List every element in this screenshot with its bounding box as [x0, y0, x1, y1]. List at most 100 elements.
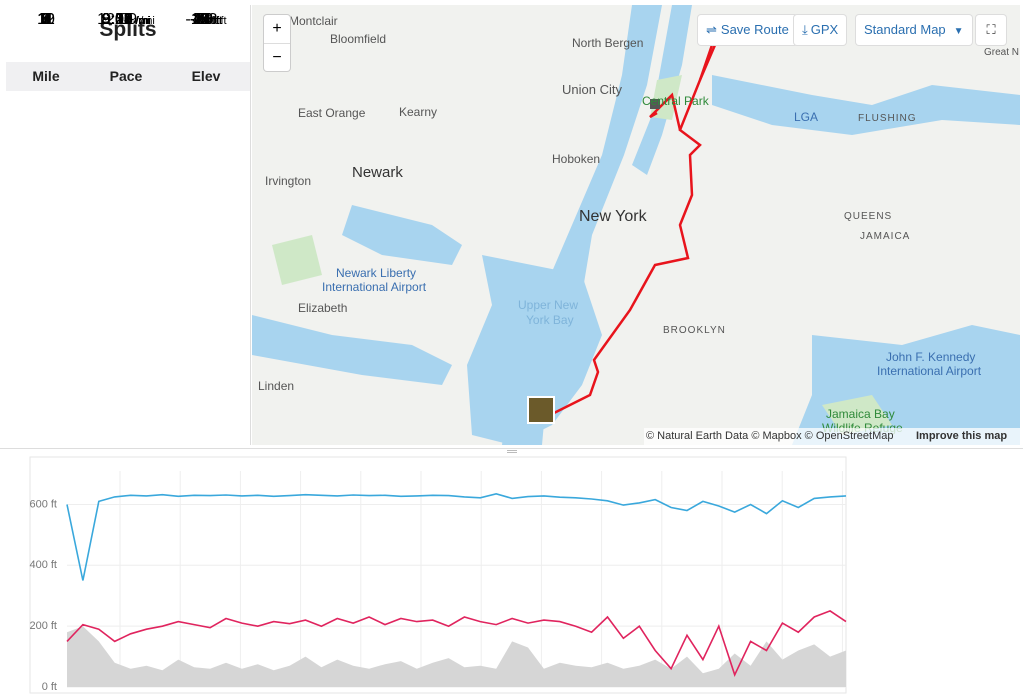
gpx-button[interactable]: ⤓ GPX — [794, 15, 847, 45]
pace-value: 9:36 — [101, 11, 133, 28]
line — [66, 610, 847, 677]
area — [67, 626, 846, 687]
map-label: International Airport — [877, 364, 982, 378]
elev-cell: -103 ft — [166, 5, 246, 36]
map-style-dropdown[interactable]: Standard Map ▼ — [856, 15, 972, 45]
pace-value: 9:20 — [101, 11, 133, 28]
pace-unit: /mi — [135, 15, 151, 27]
map-label: Hoboken — [552, 152, 600, 166]
pace-unit: /mi — [135, 15, 151, 27]
mile-cell: 12 — [37, 11, 55, 28]
pace-value: 8:54 — [101, 11, 133, 28]
elev-value: -13 — [189, 11, 213, 28]
pace-cell: 9:01/mi — [86, 5, 166, 36]
map-label: Jamaica Bay — [826, 407, 895, 421]
elev-unit: ft — [216, 15, 223, 27]
pace-unit: /mi — [135, 15, 151, 27]
map-label: Kearny — [399, 105, 437, 119]
route — [553, 38, 723, 415]
elev-value: -53 — [189, 11, 213, 28]
elev-cell: -13 ft — [166, 5, 246, 36]
mile-cell: 10 — [37, 11, 55, 28]
map-label: Central Park — [642, 94, 710, 108]
pace-value: 9:03 — [101, 11, 133, 28]
elev-cell: 5 ft — [166, 5, 246, 36]
col-header: Elev — [191, 68, 221, 84]
col-header: Pace — [109, 68, 143, 84]
zoom-in[interactable]: + — [264, 15, 290, 44]
elev-value: 14 — [192, 11, 211, 28]
elev-value: 43 — [192, 11, 211, 28]
save-route-button[interactable]: ⇌ Save Route — [698, 15, 797, 45]
zoom-out[interactable]: − — [272, 49, 282, 66]
pace-cell: 9:02/mi — [86, 5, 166, 36]
map-label: QUEENS — [844, 211, 892, 222]
elev-cell: -53 ft — [166, 5, 246, 36]
pace-cell: 9:02/mi — [86, 5, 166, 36]
pace-cell: 9:36/mi — [86, 5, 166, 36]
mile-cell: 3 — [41, 11, 51, 28]
finish-marker[interactable] — [650, 99, 660, 109]
elev-cell: 21 ft — [166, 5, 246, 36]
zoom-controls: + − — [264, 15, 290, 71]
pace-unit: /mi — [135, 15, 151, 27]
pace-cell: 9:03/mi — [86, 5, 166, 36]
fullscreen-button[interactable]: ⛶ — [976, 15, 1006, 45]
elev-value: -20 — [189, 11, 213, 28]
mile-cell: 1 — [41, 11, 51, 28]
pace-unit: /mi — [135, 15, 151, 27]
elev-unit: ft — [216, 15, 223, 27]
elev-cell: 20 ft — [166, 5, 246, 36]
pace-value: 9:27 — [101, 11, 133, 28]
y-tick-label: 400 ft — [29, 559, 57, 571]
col-header: Mile — [32, 68, 60, 84]
map-label: Newark — [352, 164, 403, 181]
divider-handle[interactable] — [506, 450, 517, 453]
elev-cell: -30 ft — [166, 5, 246, 36]
map-label: Union City — [562, 82, 622, 97]
resize-divider[interactable] — [0, 448, 1023, 455]
map-label: New York — [579, 208, 648, 225]
mile-cell: 6 — [41, 11, 51, 28]
map-label: JAMAICA — [860, 231, 910, 242]
start-marker[interactable] — [527, 396, 555, 424]
map[interactable]: Montclair Bloomfield North Bergen Union … — [252, 5, 1020, 445]
chart: 0 ft 200 ft 400 ft 600 ft — [29, 456, 847, 694]
elev-unit: ft — [211, 15, 218, 27]
mile-cell: 4 — [41, 11, 51, 28]
route-branch — [649, 92, 682, 131]
improve-map-link[interactable]: Improve this map — [916, 430, 1007, 442]
pace-cell: 9:27/mi — [86, 5, 166, 36]
plot-frame — [29, 456, 847, 694]
elev-unit: ft — [213, 15, 220, 27]
splits-header: Mile Pace Elev — [6, 62, 250, 91]
pace-value: 9:26 — [101, 11, 133, 28]
elev-cell: -20 ft — [166, 5, 246, 36]
splits-panel: Splits Mile Pace Elev 1 12:09/mi 43 ft 2 9:36… — [6, 5, 250, 445]
map-label: Great N — [984, 47, 1019, 58]
pace-value: 9:12 — [101, 11, 133, 28]
pace-cell: 9:26/mi — [86, 5, 166, 36]
map-label: Irvington — [265, 174, 311, 188]
y-tick-label: 200 ft — [29, 620, 57, 632]
pace-cell: 12:09/mi — [86, 5, 166, 36]
elev-unit: ft — [213, 15, 220, 27]
map-label: Linden — [258, 379, 294, 393]
map-label: Upper New — [518, 298, 578, 312]
map-label: John F. Kennedy — [886, 350, 975, 364]
elev-value: 5 — [196, 11, 206, 28]
elev-value: 21 — [192, 11, 211, 28]
y-tick-label: 0 ft — [42, 681, 57, 693]
map-label: FLUSHING — [858, 113, 917, 124]
pace-value: 9:11 — [102, 11, 133, 28]
elev-value: -30 — [189, 11, 213, 28]
elev-cell: -9 ft — [166, 5, 246, 36]
pace-unit: /mi — [140, 15, 155, 27]
water — [252, 5, 1020, 445]
pace-value: 9:01 — [101, 11, 133, 28]
elev-unit: ft — [208, 15, 216, 27]
pace-unit: /mi — [135, 15, 151, 27]
elev-value: -9 — [194, 11, 209, 28]
map-label: BROOKLYN — [663, 325, 726, 336]
